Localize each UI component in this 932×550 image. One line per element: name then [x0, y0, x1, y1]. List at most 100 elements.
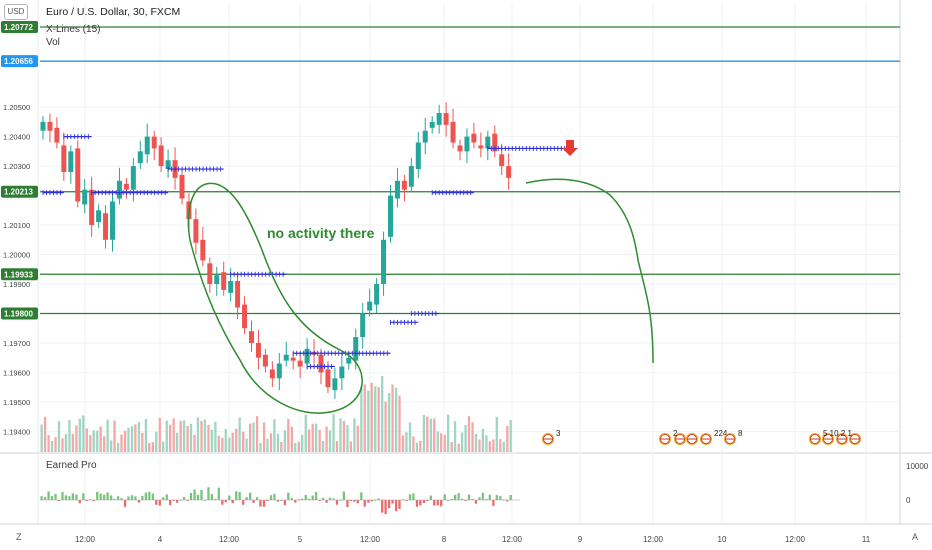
candle-body [249, 331, 254, 343]
volume-bar [363, 384, 366, 452]
oscillator-bar [96, 491, 99, 500]
oscillator-bar [332, 498, 335, 500]
volume-bar [381, 376, 384, 452]
volume-bar [61, 438, 64, 452]
volume-bar [492, 439, 495, 452]
volume-bar [325, 426, 328, 452]
indicator-vol-label[interactable]: Vol [46, 37, 60, 48]
y-tick-label: 1.20500 [3, 103, 30, 112]
candle-body [457, 145, 463, 152]
oscillator-bar [231, 500, 234, 504]
volume-bar [328, 430, 332, 452]
volume-bar [297, 441, 300, 452]
candle-body [262, 354, 268, 367]
volume-bar [447, 414, 450, 452]
oscillator-bar [196, 494, 200, 500]
oscillator-bar [106, 492, 109, 500]
oscillator-bar [50, 496, 54, 500]
candle-body [346, 357, 352, 364]
candle-body [235, 281, 241, 308]
x-tick-label: 12:00 [360, 535, 381, 544]
oscillator-bar [252, 500, 255, 503]
candle-body [388, 195, 393, 237]
annotation-text: no activity there [267, 225, 375, 241]
volume-bar [71, 433, 74, 452]
volume-bar [401, 435, 405, 452]
candle-body [61, 145, 67, 172]
candle-body [394, 180, 400, 199]
volume-bar [499, 439, 502, 452]
oscillator-bar [266, 500, 269, 502]
oscillator-bar [419, 500, 422, 506]
volume-bar [182, 420, 186, 452]
level-price-tag [1, 307, 38, 320]
volume-bar [245, 438, 248, 452]
oscillator-bar [415, 500, 419, 507]
candle-body [499, 154, 505, 167]
volume-bar [384, 401, 387, 452]
x-tick-label: 12:00 [643, 535, 664, 544]
candle-body [200, 239, 206, 261]
volume-bar [273, 419, 276, 452]
volume-bar [50, 440, 54, 452]
volume-bar [349, 441, 352, 452]
oscillator-bar [391, 500, 394, 504]
oscillator-bar [450, 498, 453, 500]
oscillator-bar [453, 494, 457, 500]
currency-badge[interactable]: USD [4, 4, 28, 20]
volume-bar [429, 418, 432, 452]
candle-body [214, 275, 220, 284]
volume-bar [485, 435, 488, 452]
volume-bar [43, 416, 47, 452]
oscillator-bar [290, 497, 293, 500]
volume-bar [255, 416, 259, 452]
oscillator-bar [339, 499, 342, 501]
oscillator-bar [412, 493, 415, 500]
candle-body [193, 219, 199, 243]
oscillator-bar [440, 500, 443, 507]
oscillator-bar [228, 495, 231, 500]
oscillator-bar [447, 499, 450, 501]
candle-body [360, 313, 366, 338]
volume-bar [78, 418, 81, 452]
indicator-xlines-label[interactable]: X-Lines (15) [46, 24, 101, 35]
oscillator-bar [499, 496, 502, 500]
oscillator-bar [398, 500, 401, 509]
volume-bar [137, 421, 141, 452]
volume-bar [436, 431, 439, 452]
oscillator-bar [297, 499, 300, 501]
volume-bar [207, 424, 210, 452]
x-tick-label: 11 [862, 535, 871, 544]
oscillator-bar [148, 491, 151, 500]
oscillator-bar [422, 500, 426, 504]
oscillator-bar [481, 492, 485, 500]
oscillator-bar [346, 500, 349, 508]
candle-body [228, 281, 234, 293]
lower-axis-label: 0 [906, 496, 911, 505]
candle-body [304, 348, 310, 364]
volume-bar [318, 429, 321, 452]
volume-bar [89, 435, 92, 452]
candle-body [283, 354, 289, 361]
oscillator-bar [276, 500, 280, 502]
candle-body [40, 121, 46, 131]
oscillator-bar [47, 491, 50, 500]
lower-pane-title[interactable]: Earned Pro [46, 460, 97, 471]
oscillator-bar [443, 494, 446, 500]
volume-bar [158, 418, 161, 452]
oscillator-bar [193, 489, 196, 500]
candle-body [290, 357, 296, 361]
volume-bar [238, 417, 241, 452]
volume-bar [419, 440, 422, 452]
oscillator-bar [506, 500, 509, 502]
oscillator-bar [217, 487, 220, 500]
candle-body [103, 213, 109, 240]
oscillator-bar [287, 492, 290, 500]
oscillator-bar [235, 491, 238, 500]
volume-bar [116, 442, 120, 452]
volume-bar [481, 428, 485, 452]
oscillator-bar [294, 500, 297, 503]
volume-bar [262, 422, 266, 452]
candle-body [374, 284, 380, 305]
